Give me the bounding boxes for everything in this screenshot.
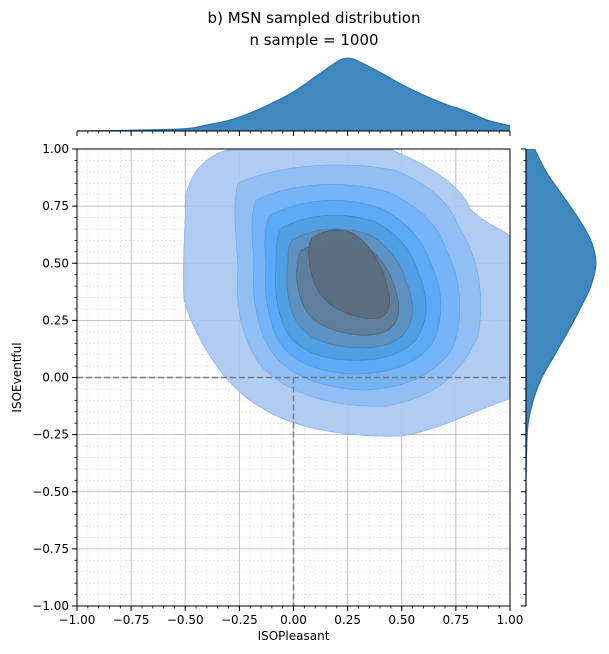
y-tick-label: 1.00 bbox=[42, 142, 69, 156]
x-tick-label: 0.25 bbox=[334, 613, 361, 627]
x-axis-label: ISOPleasant bbox=[258, 629, 330, 643]
x-axis-ticks: −1.00 −0.75 −0.50 −0.25 0.00 0.25 0.50 0.75 1.00 bbox=[59, 606, 524, 627]
chart-title: b) MSN sampled distribution n sample = 1… bbox=[208, 9, 421, 49]
y-tick-label: −1.00 bbox=[32, 599, 69, 613]
contour-level-8 bbox=[308, 229, 390, 319]
marginal-y-density bbox=[525, 149, 597, 606]
y-tick-label: 0.00 bbox=[42, 371, 69, 385]
y-axis-label: ISOEventful bbox=[10, 342, 24, 412]
x-tick-label: −0.75 bbox=[113, 613, 150, 627]
y-tick-label: −0.75 bbox=[32, 542, 69, 556]
x-tick-label: −0.50 bbox=[167, 613, 204, 627]
chart-title-line-1: b) MSN sampled distribution bbox=[208, 9, 421, 27]
chart-title-line-2: n sample = 1000 bbox=[249, 31, 378, 49]
y-tick-label: 0.75 bbox=[42, 199, 69, 213]
x-tick-label: 1.00 bbox=[497, 613, 524, 627]
marginal-y-ticks bbox=[521, 148, 526, 607]
y-tick-label: −0.50 bbox=[32, 485, 69, 499]
x-tick-label: −0.25 bbox=[221, 613, 258, 627]
density-contours bbox=[183, 149, 510, 437]
marginal-y-axes bbox=[521, 148, 597, 607]
y-axis-ticks: −1.00 −0.75 −0.50 −0.25 0.00 0.25 0.50 0.75 1.00 bbox=[32, 142, 77, 613]
joint-axes: −1.00 −0.75 −0.50 −0.25 0.00 0.25 0.50 0.75 1.00… bbox=[10, 142, 523, 643]
x-tick-label: −1.00 bbox=[59, 613, 96, 627]
x-tick-label: 0.75 bbox=[443, 613, 470, 627]
y-tick-label: 0.50 bbox=[42, 256, 69, 270]
marginal-x-ticks bbox=[76, 131, 511, 136]
y-tick-label: −0.25 bbox=[32, 428, 69, 442]
y-tick-label: 0.25 bbox=[42, 313, 69, 327]
marginal-x-axes bbox=[76, 57, 511, 136]
marginal-x-density bbox=[77, 57, 510, 131]
x-tick-label: 0.50 bbox=[388, 613, 415, 627]
x-tick-label: 0.00 bbox=[280, 613, 307, 627]
